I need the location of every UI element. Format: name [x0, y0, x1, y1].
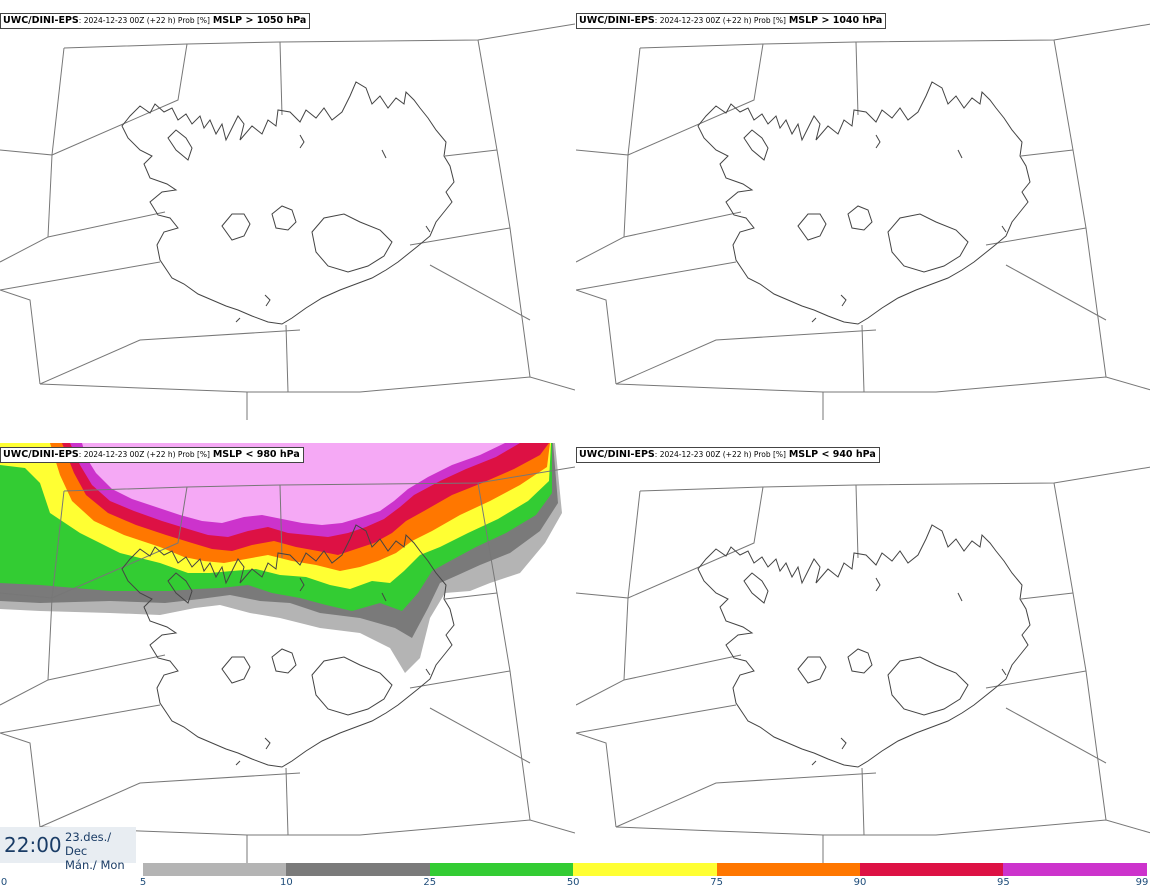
colorbar-segment	[716, 863, 860, 876]
colorbar-tick-label: 10	[280, 877, 293, 888]
colorbar-tick-label: 50	[566, 877, 580, 888]
colorbar-tick-label: 0	[0, 877, 8, 888]
map-panel-mslp-gt-1050: UWC/DINI-EPS: 2024-12-23 00Z (+22 h) Pro…	[0, 0, 575, 435]
map-iceland	[0, 23, 575, 421]
run-info: : 2024-12-23 00Z (+22 h) Prob [%]	[654, 16, 786, 25]
colorbar-segment	[573, 863, 717, 876]
model-name: UWC/DINI-EPS	[3, 449, 79, 460]
panel-title: UWC/DINI-EPS: 2024-12-23 00Z (+22 h) Pro…	[576, 13, 887, 29]
date-line-1: 23.des./ Dec	[65, 830, 112, 858]
panel-title: UWC/DINI-EPS: 2024-12-23 00Z (+22 h) Pro…	[576, 447, 880, 463]
colorbar-tick-label: 95	[997, 877, 1010, 888]
run-info: : 2024-12-23 00Z (+22 h) Prob [%]	[78, 450, 210, 459]
threshold-condition: MSLP > 1040 hPa	[788, 15, 883, 26]
map-iceland	[576, 466, 1150, 864]
panel-title: UWC/DINI-EPS: 2024-12-23 00Z (+22 h) Pro…	[0, 13, 311, 29]
colorbar-segment	[1003, 863, 1147, 876]
model-name: UWC/DINI-EPS	[579, 449, 655, 460]
run-info: : 2024-12-23 00Z (+22 h) Prob [%]	[78, 16, 210, 25]
colorbar-tick-label: 90	[853, 877, 867, 888]
map-panel-mslp-lt-980: UWC/DINI-EPS: 2024-12-23 00Z (+22 h) Pro…	[0, 443, 575, 878]
prob-band-99	[82, 443, 505, 525]
colorbar-segment	[143, 863, 287, 876]
colorbar-tick-label: 75	[710, 877, 723, 888]
date-line-2: Mán./ Mon	[65, 858, 125, 872]
panel-title: UWC/DINI-EPS: 2024-12-23 00Z (+22 h) Pro…	[0, 447, 304, 463]
map-panel-mslp-lt-940: UWC/DINI-EPS: 2024-12-23 00Z (+22 h) Pro…	[576, 443, 1150, 878]
probability-field	[0, 443, 575, 864]
map-panel-mslp-gt-1040: UWC/DINI-EPS: 2024-12-23 00Z (+22 h) Pro…	[576, 0, 1150, 435]
threshold-condition: MSLP > 1050 hPa	[212, 15, 307, 26]
colorbar-segment	[286, 863, 430, 876]
colorbar-segment	[429, 863, 574, 876]
colorbar-tick-label: 99	[1135, 877, 1149, 888]
colorbar-segment	[860, 863, 1004, 876]
threshold-condition: MSLP < 940 hPa	[788, 449, 876, 460]
map-iceland	[576, 23, 1150, 421]
valid-date: 23.des./ Dec Mán./ Mon	[65, 830, 136, 872]
colorbar-tick-label: 5	[139, 877, 147, 888]
run-info: : 2024-12-23 00Z (+22 h) Prob [%]	[654, 450, 786, 459]
threshold-condition: MSLP < 980 hPa	[212, 449, 300, 460]
colorbar-tick-label: 25	[423, 877, 437, 888]
valid-time: 22:00	[4, 833, 62, 857]
model-name: UWC/DINI-EPS	[579, 15, 655, 26]
model-name: UWC/DINI-EPS	[3, 15, 79, 26]
valid-time-box: 22:00 23.des./ Dec Mán./ Mon	[0, 827, 136, 872]
